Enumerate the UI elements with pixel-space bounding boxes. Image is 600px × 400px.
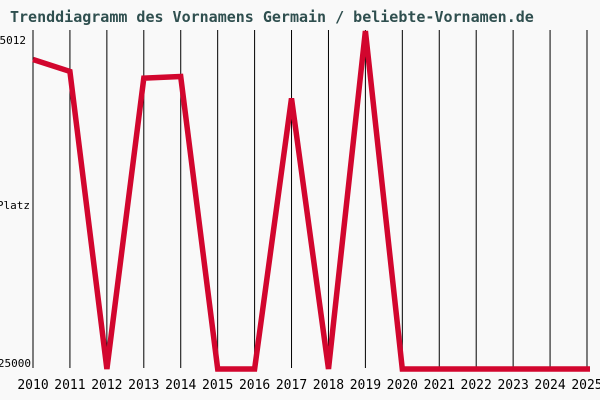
x-tick-label: 2023 [497,378,529,393]
y-axis-min-label: 25000 [0,357,31,370]
x-tick-label: 2025 [571,378,600,393]
x-tick-label: 2024 [534,378,566,393]
x-tick-label: 2021 [423,378,455,393]
x-tick-label: 2014 [165,378,197,393]
x-tick-label: 2020 [386,378,418,393]
chart-title: Trenddiagramm des Vornamens Germain / be… [10,8,534,26]
x-tick-label: 2018 [312,378,345,393]
x-tick-label: 2010 [17,378,49,393]
x-tick-label: 2013 [128,378,160,393]
trend-line [32,30,590,372]
x-tick-label: 2022 [460,378,492,393]
y-axis-max-label: 5012 [0,34,26,47]
y-axis-title: Platz [0,199,30,212]
x-tick-label: 2012 [91,378,123,393]
x-tick-label: 2015 [202,378,234,393]
x-tick-label: 2017 [275,378,308,393]
x-tick-label: 2019 [349,378,382,393]
x-tick-label: 2016 [238,378,271,393]
x-tick-label: 2011 [54,378,86,393]
